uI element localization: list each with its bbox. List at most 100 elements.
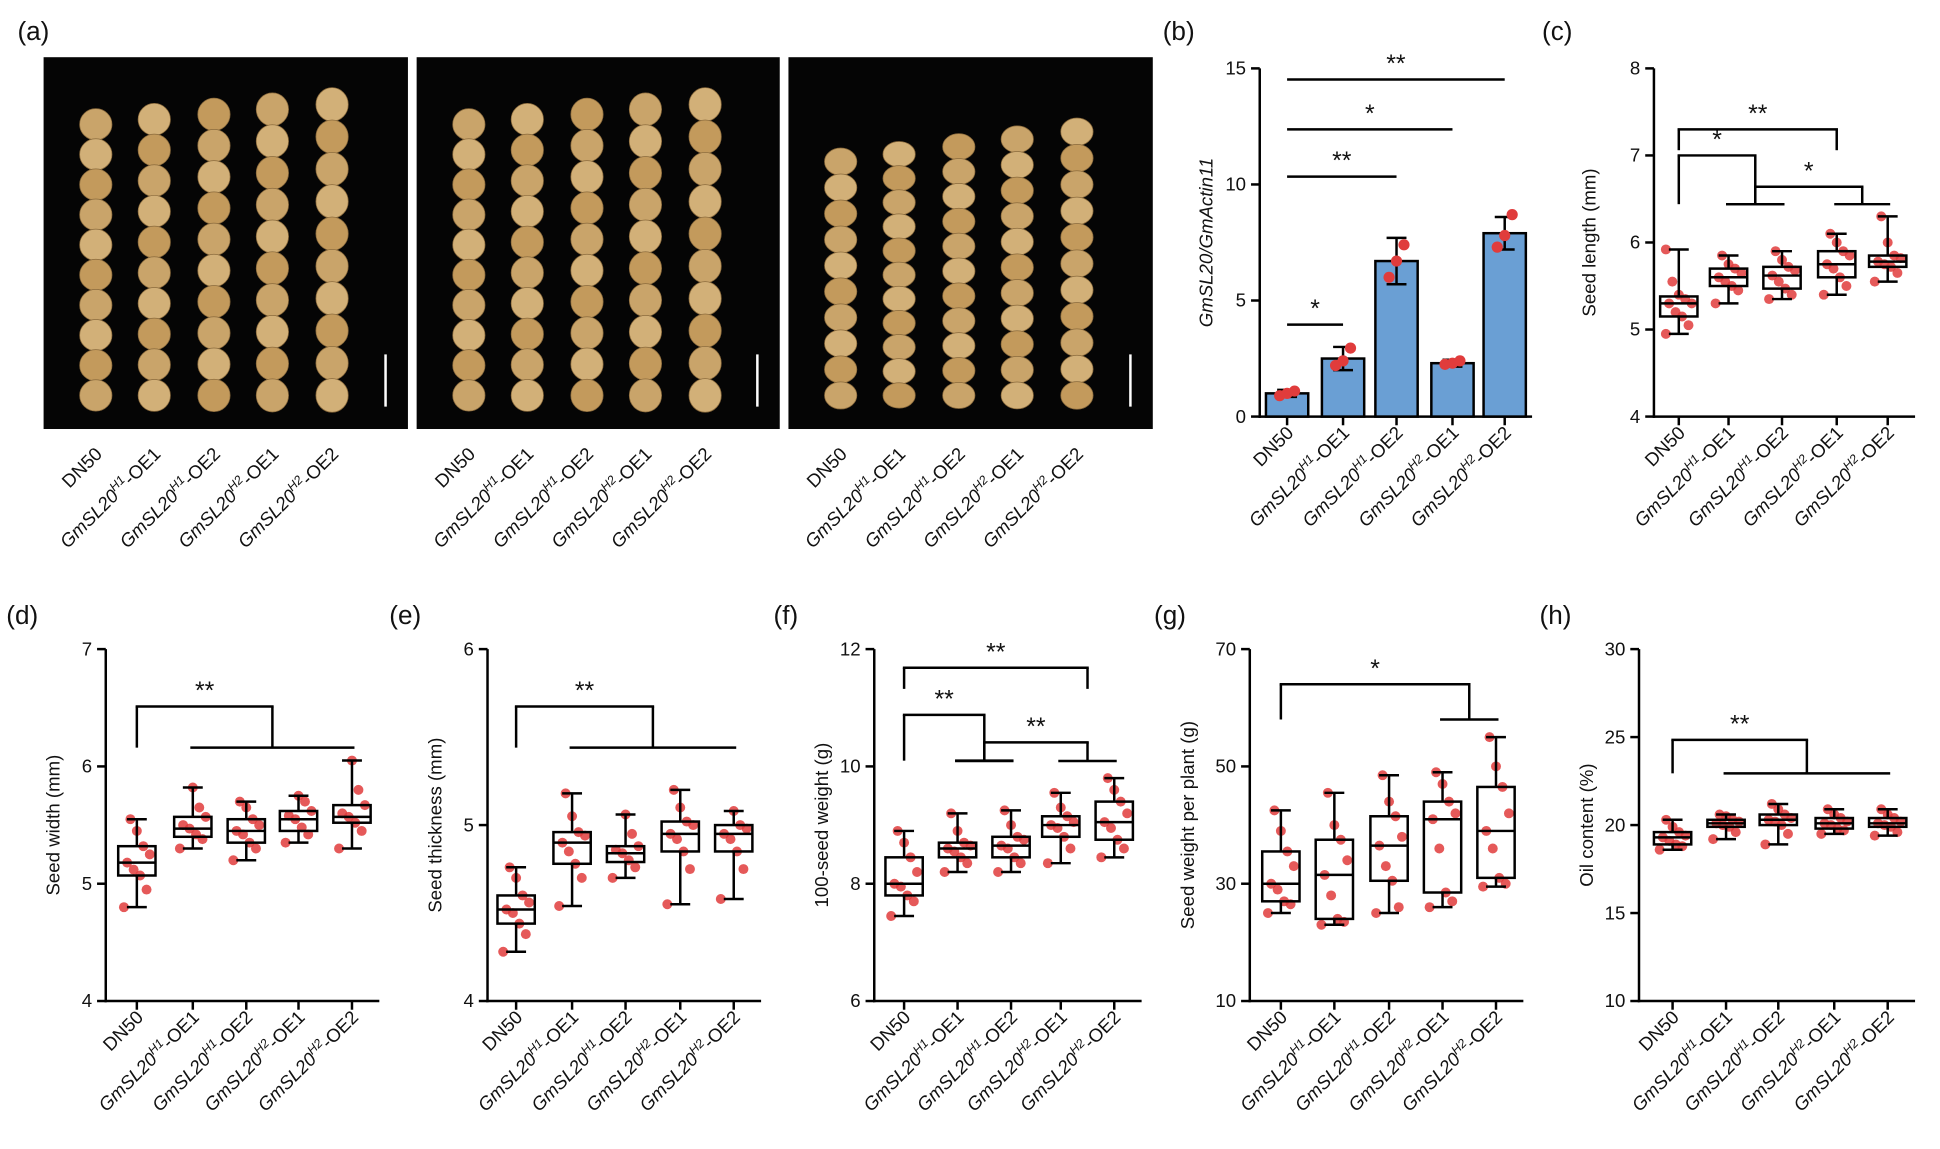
seed bbox=[628, 283, 662, 317]
x-tick-label: GmSL20H1-OE2 bbox=[114, 442, 224, 552]
data-point bbox=[1397, 831, 1407, 842]
seed bbox=[79, 319, 113, 352]
seed bbox=[688, 119, 722, 154]
seed bbox=[882, 237, 916, 264]
y-tick-label: 7 bbox=[1630, 145, 1640, 166]
panel-label: (e) bbox=[389, 600, 421, 630]
seed bbox=[510, 103, 544, 136]
seed bbox=[137, 133, 171, 167]
data-point bbox=[1499, 229, 1511, 242]
whisker bbox=[947, 812, 968, 874]
x-tick-label: GmSL20H1-OE2 bbox=[859, 442, 969, 552]
seed bbox=[255, 346, 289, 381]
data-point bbox=[912, 867, 923, 877]
seed bbox=[315, 119, 349, 154]
data-point bbox=[1065, 843, 1076, 854]
significance: ** bbox=[935, 685, 955, 713]
seed bbox=[79, 349, 113, 382]
seed bbox=[197, 129, 231, 163]
seed bbox=[510, 133, 544, 167]
seed bbox=[570, 160, 604, 194]
data-point bbox=[1424, 902, 1435, 913]
data-point bbox=[1660, 328, 1671, 339]
x-tick-label: GmSL20H1-OE2 bbox=[487, 442, 597, 552]
y-tick-label: 12 bbox=[840, 638, 861, 659]
y-axis-label: GmSL20/GmActin11 bbox=[1195, 158, 1216, 328]
data-point bbox=[1106, 823, 1116, 833]
data-point bbox=[299, 796, 310, 807]
whisker bbox=[723, 809, 744, 901]
seed bbox=[79, 228, 113, 261]
seed bbox=[510, 348, 544, 382]
box bbox=[884, 856, 924, 897]
data-point bbox=[1288, 385, 1301, 397]
seed bbox=[628, 378, 662, 413]
whisker bbox=[615, 813, 636, 880]
y-tick-label: 4 bbox=[1630, 406, 1640, 427]
seed bbox=[1000, 330, 1034, 359]
seed bbox=[688, 378, 722, 413]
seed bbox=[824, 173, 858, 202]
seed bbox=[255, 124, 289, 159]
seed bbox=[1060, 117, 1094, 146]
y-tick-label: 7 bbox=[82, 638, 92, 659]
data-point bbox=[1708, 834, 1719, 845]
data-point bbox=[334, 843, 345, 854]
seed bbox=[628, 92, 662, 127]
data-point bbox=[1447, 896, 1458, 907]
whisker bbox=[1486, 735, 1506, 888]
x-tick-label: GmSL20H2-OE1 bbox=[546, 442, 656, 552]
seed bbox=[570, 129, 604, 163]
seed bbox=[1000, 227, 1034, 256]
seed bbox=[79, 168, 113, 201]
x-tick-label: DN50 bbox=[866, 1006, 915, 1055]
x-tick-label: GmSL20H2-OE2 bbox=[232, 442, 342, 552]
data-point bbox=[1487, 843, 1498, 854]
seed bbox=[315, 345, 349, 381]
box bbox=[1658, 295, 1699, 318]
whisker bbox=[1877, 807, 1898, 837]
seed bbox=[882, 358, 916, 385]
seed bbox=[315, 216, 349, 251]
seed bbox=[1000, 151, 1034, 179]
data-point bbox=[715, 893, 726, 904]
box bbox=[1369, 815, 1409, 883]
whisker bbox=[182, 786, 203, 850]
data-point bbox=[1710, 298, 1721, 309]
panel-label: (g) bbox=[1154, 600, 1186, 630]
x-tick-label: GmSL20H2-OE1 bbox=[173, 442, 283, 552]
significance: * bbox=[1370, 655, 1380, 683]
data-point bbox=[1506, 209, 1518, 221]
seed bbox=[882, 213, 916, 240]
seed bbox=[255, 187, 289, 222]
seed bbox=[79, 258, 113, 292]
whisker bbox=[1826, 232, 1847, 296]
whisker bbox=[236, 800, 257, 862]
panel-label: (f) bbox=[774, 600, 799, 630]
seed bbox=[255, 156, 289, 190]
data-point bbox=[1503, 808, 1514, 819]
seed bbox=[510, 287, 544, 320]
data-point bbox=[1654, 844, 1665, 855]
data-point bbox=[939, 867, 950, 877]
seed bbox=[628, 219, 662, 254]
box bbox=[1422, 800, 1463, 894]
y-tick-label: 25 bbox=[1605, 726, 1626, 747]
whisker bbox=[1662, 818, 1683, 851]
seed bbox=[255, 251, 289, 286]
data-point bbox=[1390, 255, 1403, 267]
data-point bbox=[563, 846, 574, 857]
data-point bbox=[738, 864, 749, 875]
data-point bbox=[1816, 828, 1827, 839]
data-point bbox=[1683, 320, 1694, 331]
seed bbox=[452, 138, 486, 171]
seed bbox=[882, 334, 916, 361]
data-point bbox=[353, 784, 364, 795]
data-point bbox=[1122, 808, 1133, 819]
data-point bbox=[1434, 843, 1445, 854]
seed bbox=[688, 87, 722, 122]
seed bbox=[688, 345, 722, 381]
seed bbox=[824, 225, 858, 254]
seed bbox=[315, 313, 349, 348]
